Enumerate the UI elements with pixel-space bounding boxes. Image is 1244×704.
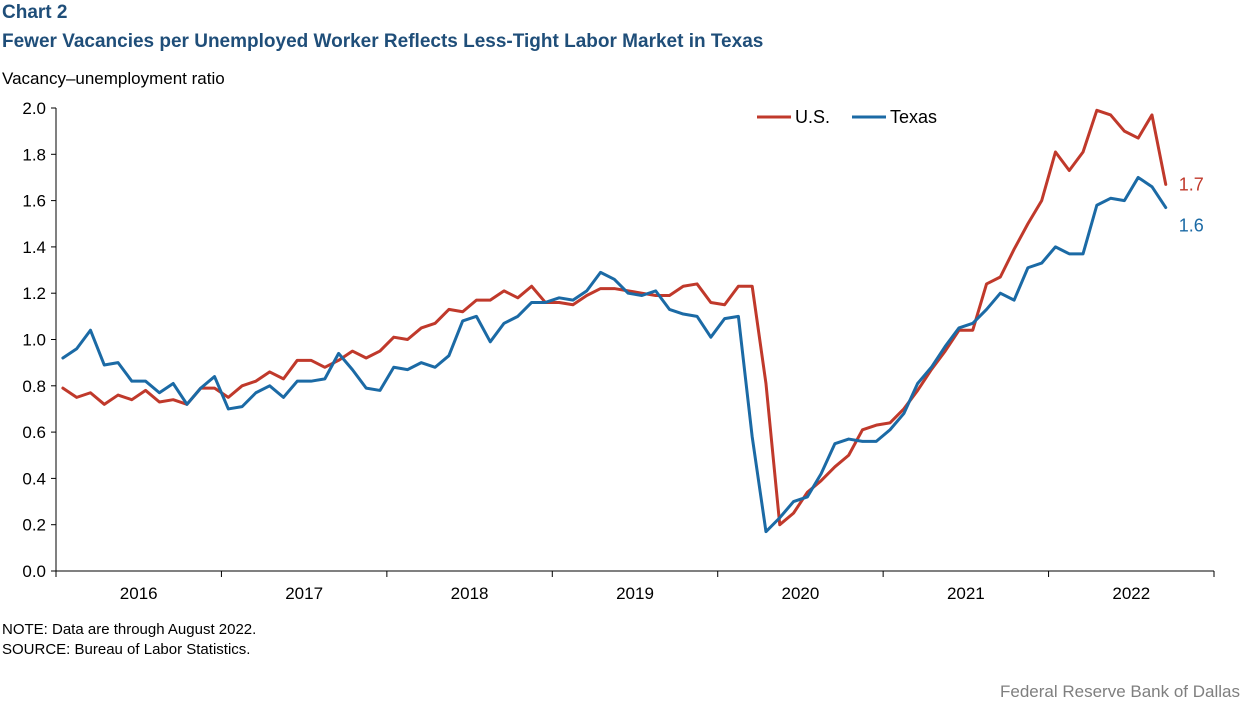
x-tick-label: 2018 (451, 584, 489, 603)
y-tick-label: 2.0 (22, 99, 46, 118)
footnote-note: NOTE: Data are through August 2022. (2, 621, 257, 638)
y-tick-label: 1.4 (22, 238, 46, 257)
y-tick-label: 1.8 (22, 145, 46, 164)
series-line-texas (61, 175, 1168, 534)
chart-title: Fewer Vacancies per Unemployed Worker Re… (2, 31, 764, 52)
y-tick-label: 0.8 (22, 377, 46, 396)
end-label-texas: 1.6 (1179, 216, 1204, 236)
y-tick-label: 0.6 (22, 423, 46, 442)
x-tick-label: 2020 (782, 584, 820, 603)
y-tick-label: 0.0 (22, 562, 46, 581)
footnote-source: SOURCE: Bureau of Labor Statistics. (2, 641, 251, 658)
x-tick-label: 2016 (120, 584, 158, 603)
x-tick-label: 2017 (285, 584, 323, 603)
legend: U.S. Texas (757, 107, 937, 127)
series-layer (61, 108, 1168, 534)
x-tick-label: 2021 (947, 584, 985, 603)
legend-label: U.S. (795, 107, 830, 127)
chart-number: Chart 2 (2, 2, 68, 23)
y-tick-label: 1.0 (22, 331, 46, 350)
credit-text: Federal Reserve Bank of Dallas (999, 682, 1240, 701)
legend-label: Texas (890, 107, 937, 127)
series-line-u-s (61, 108, 1168, 527)
end-labels: 1.7 1.6 (1179, 174, 1204, 235)
axes: 0.0 0.2 0.4 0.6 0.8 1.0 1.2 1.4 1.6 1.8 2.0 2016 201… (22, 99, 1215, 603)
x-tick-label: 2022 (1112, 584, 1150, 603)
y-axis-label: Vacancy–unemployment ratio (2, 69, 225, 88)
y-tick-label: 1.2 (22, 284, 46, 303)
y-tick-label: 1.6 (22, 192, 46, 211)
y-tick-label: 0.2 (22, 516, 46, 535)
y-tick-label: 0.4 (22, 469, 46, 488)
x-tick-label: 2019 (616, 584, 654, 603)
end-label-u-s: 1.7 (1179, 174, 1204, 194)
